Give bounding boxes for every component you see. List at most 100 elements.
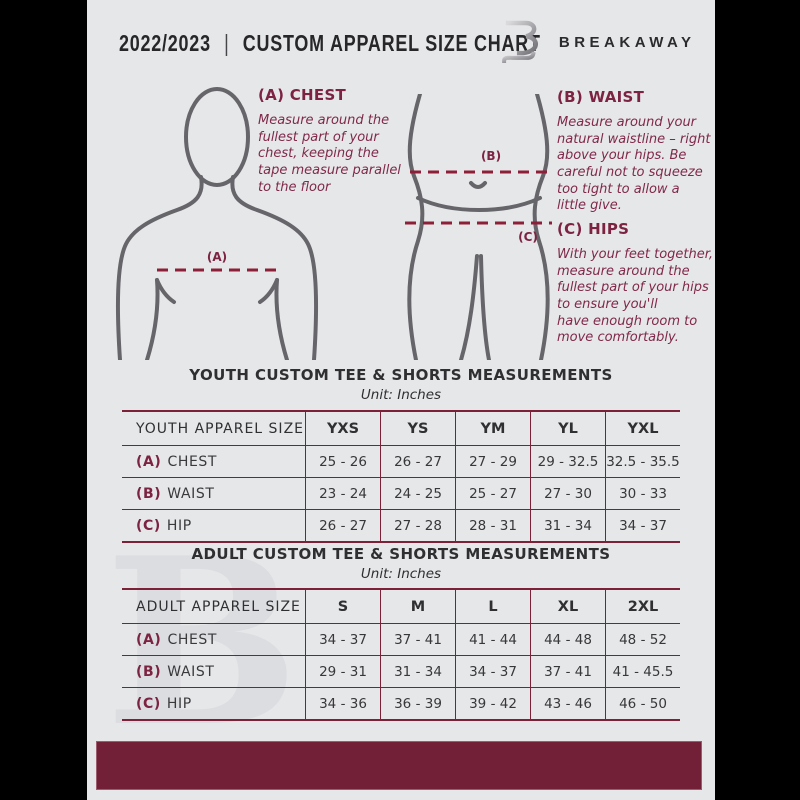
hips-guide: (C) HIPS With your feet together, measur…	[557, 220, 715, 347]
torso-illustration: (A)	[116, 87, 318, 360]
hips-description: With your feet together, measure around …	[557, 247, 714, 346]
row-label: (B) WAIST	[122, 656, 305, 687]
brand-name: BREAKAWAY	[558, 33, 696, 51]
column-header: YOUTH APPAREL SIZE	[136, 420, 305, 437]
row-label-text: HIP	[166, 517, 192, 534]
column-header: 2XL	[605, 590, 680, 623]
marker-b-label: (B)	[481, 149, 501, 163]
row-marker: (C)	[136, 517, 161, 534]
row-marker: (B)	[136, 663, 162, 680]
table-cell: 32.5 - 35.5	[605, 446, 680, 477]
column-header: M	[380, 590, 455, 623]
waist-description: Measure around your natural waistline – …	[557, 115, 711, 214]
table-cell: 24 - 25	[380, 478, 455, 509]
footer-accent-bar	[96, 741, 702, 790]
chest-heading: (A) CHEST	[258, 86, 347, 104]
youth-unit-label: Unit: Inches	[360, 387, 442, 403]
table-cell: 25 - 27	[455, 478, 530, 509]
row-label: (C) HIP	[122, 688, 305, 719]
table-cell: 41 - 44	[455, 624, 530, 655]
table-cell: 26 - 27	[380, 446, 455, 477]
waist-heading: (B) WAIST	[557, 88, 645, 106]
youth-size-table: YOUTH APPAREL SIZE YXS YS YM YL YXL (A) …	[122, 410, 680, 543]
row-label-text: WAIST	[167, 485, 215, 502]
column-header: YM	[455, 412, 530, 445]
table-cell: 30 - 33	[605, 478, 680, 509]
table-cell: 43 - 46	[530, 688, 605, 719]
marker-a-label: (A)	[207, 250, 227, 264]
row-marker: (C)	[136, 695, 161, 712]
row-marker: (B)	[136, 485, 162, 502]
head-outline	[184, 87, 250, 187]
table-row: (A) CHEST 34 - 37 37 - 41 41 - 44 44 - 4…	[122, 624, 680, 656]
table-row: (C) HIP 34 - 36 36 - 39 39 - 42 43 - 46 …	[122, 688, 680, 719]
table-cell: 39 - 42	[455, 688, 530, 719]
row-label-text: WAIST	[167, 663, 215, 680]
hips-heading: (C) HIPS	[557, 220, 630, 238]
table-cell: 27 - 29	[455, 446, 530, 477]
table-cell: 36 - 39	[380, 688, 455, 719]
table-cell: 37 - 41	[380, 624, 455, 655]
table-cell: 41 - 45.5	[605, 656, 680, 687]
column-header: XL	[530, 590, 605, 623]
table-cell: 34 - 36	[305, 688, 380, 719]
column-header: YXL	[605, 412, 680, 445]
table-cell: 34 - 37	[305, 624, 380, 655]
table-cell: 46 - 50	[605, 688, 680, 719]
column-header: YXS	[305, 412, 380, 445]
column-header: YL	[530, 412, 605, 445]
table-cell: 26 - 27	[305, 510, 380, 541]
table-cell: 48 - 52	[605, 624, 680, 655]
column-header: L	[455, 590, 530, 623]
row-label: (A) CHEST	[122, 446, 305, 477]
table-cell: 44 - 48	[530, 624, 605, 655]
table-cell: 34 - 37	[605, 510, 680, 541]
row-label: (A) CHEST	[122, 624, 305, 655]
table-cell: 25 - 26	[305, 446, 380, 477]
size-chart-page: B 2022/2023 | CUSTOM APPAREL SIZE CHART	[87, 0, 715, 800]
table-cell: 23 - 24	[305, 478, 380, 509]
table-row: (B) WAIST 29 - 31 31 - 34 34 - 37 37 - 4…	[122, 656, 680, 688]
brand-lockup: BREAKAWAY	[501, 16, 691, 68]
table-cell: 37 - 41	[530, 656, 605, 687]
table-cell: 34 - 37	[455, 656, 530, 687]
youth-section-title: YOUTH CUSTOM TEE & SHORTS MEASUREMENTS	[189, 366, 613, 384]
title-divider: |	[224, 30, 230, 56]
adult-size-table: ADULT APPAREL SIZE S M L XL 2XL (A) CHES…	[122, 588, 680, 721]
table-cell: 29 - 32.5	[530, 446, 605, 477]
chest-description: Measure around the fullest part of your …	[258, 113, 401, 195]
page-title: 2022/2023 | CUSTOM APPAREL SIZE CHART	[119, 30, 541, 57]
table-cell: 27 - 30	[530, 478, 605, 509]
row-label-text: HIP	[166, 695, 192, 712]
table-cell: 28 - 31	[455, 510, 530, 541]
table-cell: 27 - 28	[380, 510, 455, 541]
adult-section-title: ADULT CUSTOM TEE & SHORTS MEASUREMENTS	[191, 545, 611, 563]
breakaway-logo-icon	[501, 17, 538, 64]
waist-guide: (B) WAIST Measure around your natural wa…	[557, 88, 711, 215]
row-label-text: CHEST	[167, 631, 218, 648]
row-label: (C) HIP	[122, 510, 305, 541]
marker-c-label: (C)	[518, 230, 538, 244]
chest-guide: (A) CHEST Measure around the fullest par…	[258, 86, 408, 196]
table-row: (B) WAIST 23 - 24 24 - 25 25 - 27 27 - 3…	[122, 478, 680, 510]
table-cell: 31 - 34	[530, 510, 605, 541]
row-marker: (A)	[136, 453, 162, 470]
row-label-text: CHEST	[167, 453, 218, 470]
column-header: S	[305, 590, 380, 623]
navel-outline	[469, 181, 487, 189]
title-year: 2022/2023	[119, 30, 211, 56]
table-row: (C) HIP 26 - 27 27 - 28 28 - 31 31 - 34 …	[122, 510, 680, 541]
table-cell: 29 - 31	[305, 656, 380, 687]
column-header: ADULT APPAREL SIZE	[136, 598, 301, 615]
row-marker: (A)	[136, 631, 162, 648]
table-header-row: ADULT APPAREL SIZE S M L XL 2XL	[122, 590, 680, 624]
adult-unit-label: Unit: Inches	[360, 566, 442, 582]
table-row: (A) CHEST 25 - 26 26 - 27 27 - 29 29 - 3…	[122, 446, 680, 478]
row-label: (B) WAIST	[122, 478, 305, 509]
table-cell: 31 - 34	[380, 656, 455, 687]
lower-body-illustration: (B) (C)	[405, 94, 552, 360]
column-header: YS	[380, 412, 455, 445]
table-header-row: YOUTH APPAREL SIZE YXS YS YM YL YXL	[122, 412, 680, 446]
title-text: CUSTOM APPAREL SIZE CHART	[242, 30, 541, 56]
